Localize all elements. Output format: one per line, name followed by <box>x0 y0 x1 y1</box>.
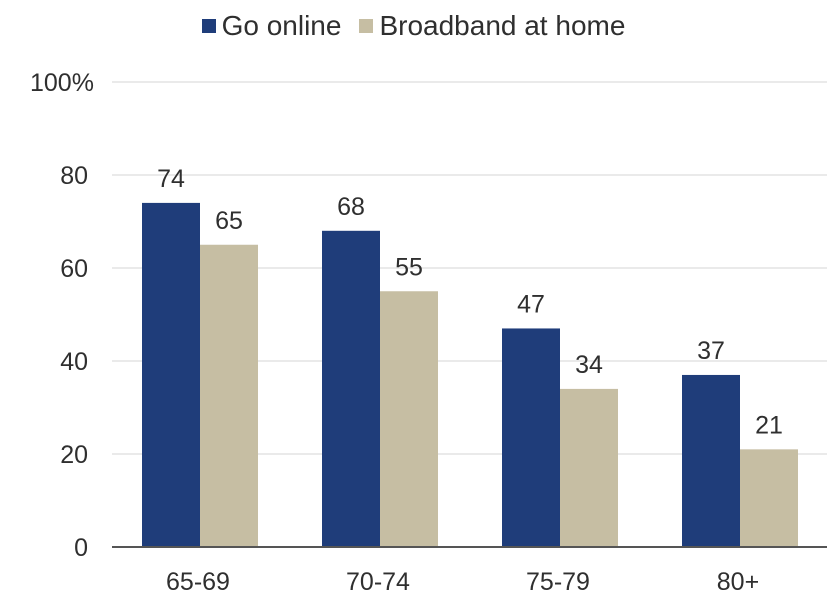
data-label: 68 <box>337 193 365 221</box>
chart-legend: Go online Broadband at home <box>0 10 827 42</box>
y-tick-label: 80 <box>60 162 88 190</box>
y-tick-label: 40 <box>60 348 88 376</box>
x-tick-label: 70-74 <box>346 568 410 596</box>
bar-broadband <box>740 449 798 547</box>
y-tick-label: 60 <box>60 255 88 283</box>
bar-go-online <box>142 202 200 547</box>
legend-label-broadband: Broadband at home <box>379 10 626 41</box>
legend-item-go-online: Go online <box>201 10 342 42</box>
x-tick-label: 80+ <box>717 568 759 596</box>
data-label: 74 <box>157 165 185 193</box>
bar-broadband <box>380 291 438 547</box>
y-tick-label: 100% <box>30 69 94 97</box>
x-tick-label: 65-69 <box>166 568 230 596</box>
bar-go-online <box>502 328 560 547</box>
y-tick-label: 20 <box>60 441 88 469</box>
bar-go-online <box>322 230 380 548</box>
legend-swatch-go-online <box>201 19 216 33</box>
bar-broadband <box>560 388 618 547</box>
data-label: 21 <box>755 411 783 439</box>
legend-item-broadband: Broadband at home <box>359 10 625 42</box>
bar-go-online <box>682 374 740 547</box>
y-tick-label: 0 <box>74 534 88 562</box>
bar-broadband <box>200 244 258 547</box>
data-label: 55 <box>395 253 423 281</box>
data-label: 47 <box>517 290 545 318</box>
data-label: 34 <box>575 351 603 379</box>
data-label: 37 <box>697 337 725 365</box>
data-label: 65 <box>215 207 243 235</box>
legend-label-go-online: Go online <box>221 10 342 41</box>
legend-swatch-broadband <box>359 19 374 33</box>
x-tick-label: 75-79 <box>526 568 590 596</box>
